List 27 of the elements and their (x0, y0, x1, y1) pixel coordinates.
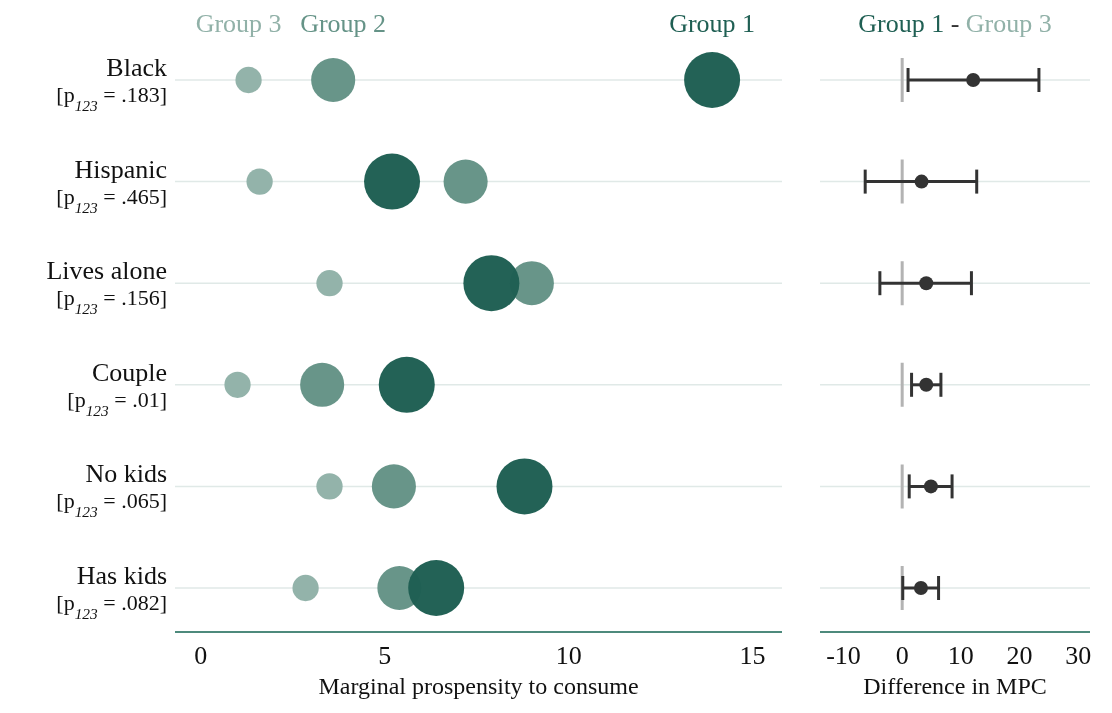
y-tick-label: Couple [p$_{123}$ = .01] (67, 357, 167, 419)
x-tick-label: 15 (739, 641, 766, 670)
x-tick-label: 5 (378, 641, 392, 670)
y-tick-label: Lives alone [p$_{123}$ = .156] (46, 256, 167, 317)
chart-title: Group 1 - Group 3 (858, 9, 1052, 38)
x-axis-title: Difference in MPC (863, 673, 1047, 699)
x-tick-label: 0 (895, 641, 909, 670)
x-tick-label: 30 (1065, 641, 1092, 670)
x-tick-label: 0 (194, 641, 208, 670)
y-tick-label: No kids [p$_{123}$ = .065] (56, 459, 167, 520)
series-label: Group 3 (195, 9, 282, 38)
x-tick-label: 10 (555, 641, 582, 670)
x-tick-label: 20 (1006, 641, 1033, 670)
y-tick-label: Hispanic [p$_{123}$ = .465] (56, 154, 167, 216)
x-axis-title: Marginal prospensity to consume (318, 673, 639, 699)
point (919, 276, 934, 291)
x-tick-label: -10 (826, 641, 861, 670)
y-tick-label: Has kids [p$_{123}$ = .082] (56, 561, 167, 622)
point (913, 581, 928, 595)
x-tick-label: 10 (947, 641, 974, 670)
series-label: Group 1 (669, 9, 756, 38)
point (966, 73, 981, 87)
series-label: Group 2 (300, 9, 387, 38)
point (923, 479, 938, 494)
point (914, 174, 929, 189)
category-label: Black [p$_{123}$ = .183] (56, 53, 167, 114)
point (919, 377, 934, 392)
